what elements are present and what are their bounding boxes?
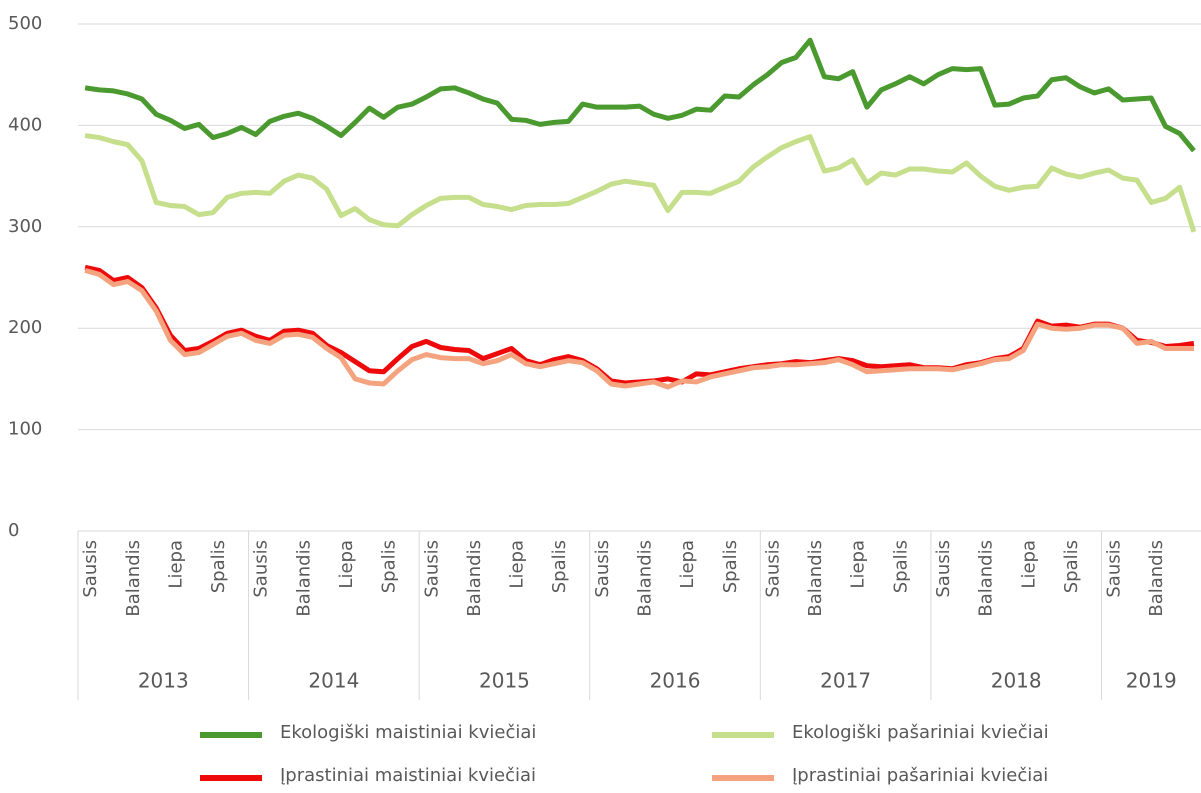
x-tick-label: Liepa [848,540,869,589]
x-tick-label: Balandis [805,540,826,617]
legend-label: Ekologiški pašariniai kviečiai [792,722,1049,743]
x-tick-label: Sausis [421,540,442,598]
x-tick-label: Balandis [1146,540,1167,617]
series-line [84,37,1196,153]
y-tick-label: 400 [8,114,42,135]
legend-label: Įprastiniai maistiniai kviečiai [280,765,536,786]
x-group-label: 2016 [650,669,701,693]
x-tick-label: Balandis [976,540,997,617]
series-line [84,264,1195,386]
x-tick-label: Balandis [464,540,485,617]
x-group-label: 2019 [1126,669,1177,693]
y-tick-label: 100 [8,419,42,440]
x-group-label: 2017 [820,669,871,693]
x-tick-label: Sausis [592,540,613,598]
x-tick-label: Spalis [379,540,400,593]
series-line [84,267,1194,390]
x-tick-label: Balandis [293,540,314,617]
legend-label: Ekologiški maistiniai kviečiai [280,722,536,743]
x-tick-label: Liepa [336,540,357,589]
x-tick-label: Liepa [1018,540,1039,589]
y-tick-label: 200 [8,317,42,338]
y-tick-label: 300 [8,216,42,237]
x-group-label: 2018 [991,669,1042,693]
x-tick-label: Spalis [1061,540,1082,593]
series-line [84,133,1197,233]
x-tick-label: Sausis [762,540,783,598]
x-tick-label: Sausis [251,540,272,598]
x-tick-label: Liepa [677,540,698,589]
x-tick-label: Balandis [123,540,144,617]
x-tick-label: Sausis [1104,540,1125,598]
x-tick-label: Spalis [720,540,741,593]
x-tick-label: Sausis [933,540,954,598]
x-group-label: 2015 [479,669,530,693]
x-tick-label: Balandis [635,540,656,617]
x-tick-label: Sausis [80,540,101,598]
legend-label: Įprastiniai pašariniai kviečiai [792,765,1048,786]
x-tick-label: Liepa [507,540,528,589]
y-tick-label: 0 [8,520,19,541]
y-tick-label: 500 [8,13,42,34]
x-group-label: 2013 [138,669,189,693]
x-tick-label: Spalis [890,540,911,593]
x-group-label: 2014 [308,669,359,693]
x-tick-label: Liepa [165,540,186,589]
x-tick-label: Spalis [549,540,570,593]
x-tick-label: Spalis [208,540,229,593]
